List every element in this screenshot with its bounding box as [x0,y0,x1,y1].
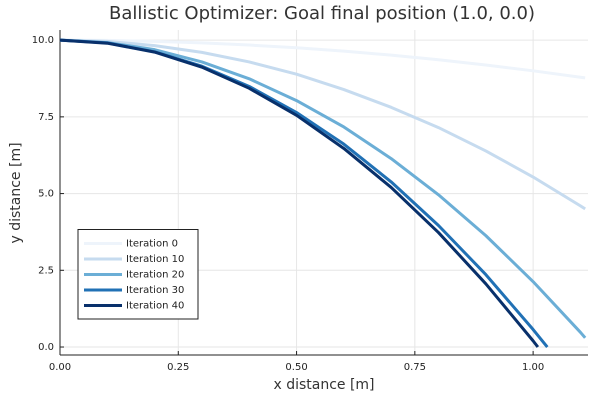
x-tick-label: 0.50 [285,362,307,373]
y-tick-label: 10.0 [32,35,54,46]
x-axis-label: x distance [m] [273,377,374,393]
x-tick-label: 0.25 [167,362,189,373]
series-line [59,38,586,211]
y-tick-label: 7.5 [38,112,54,123]
chart-title: Ballistic Optimizer: Goal final position… [109,3,535,24]
legend-label: Iteration 20 [126,270,184,281]
series-line [59,38,587,339]
x-tick-label: 0.00 [49,362,71,373]
y-tick-label: 5.0 [38,189,54,200]
legend-label: Iteration 40 [126,301,184,312]
series-line [59,38,540,348]
x-tick-label: 0.75 [404,362,426,373]
legend-label: Iteration 10 [126,254,184,265]
y-tick-label: 0.0 [38,342,54,353]
legend-label: Iteration 30 [126,285,184,296]
x-tick-label: 1.00 [522,362,544,373]
y-tick-label: 2.5 [38,265,54,276]
legend-label: Iteration 0 [126,239,178,250]
series-line [59,38,586,80]
y-axis-label: y distance [m] [8,142,24,243]
